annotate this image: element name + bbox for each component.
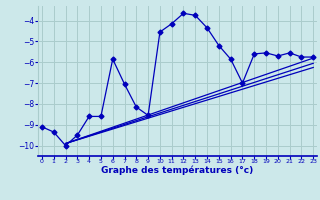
- X-axis label: Graphe des températures (°c): Graphe des températures (°c): [101, 166, 254, 175]
